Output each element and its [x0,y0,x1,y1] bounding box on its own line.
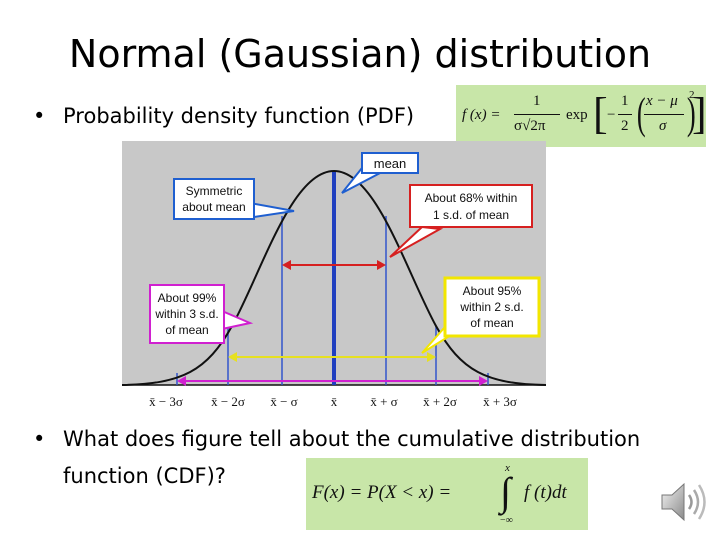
bullet-pdf: • Probability density function (PDF) [33,104,414,128]
callout-68-percent: About 68% within 1 s.d. of mean [389,184,533,258]
cdf-integrand: f (t)dt [524,482,567,503]
bullet-dot: • [33,104,46,128]
tick-label-plus-1sd: x̄ + σ [370,394,397,409]
bullet-cdf-line1: What does figure tell about the cumulati… [63,427,641,451]
pdf-bracket-left: [ [593,89,608,138]
cdf-lower-limit: −∞ [500,515,513,526]
callout-68-line2: 1 s.d. of mean [433,208,509,222]
tick-label-minus-1sd: x̄ − σ [270,394,297,409]
tick-label-minus-2sd: x̄ − 2σ [211,394,245,409]
pdf-inner-fraction-bar [618,114,632,115]
pdf-paren-left: ( [636,89,646,138]
cdf-upper-limit: x [505,462,510,474]
callout-95-line3: of mean [470,316,513,330]
callout-99-line2: within 3 s.d. [154,307,218,321]
normal-distribution-figure: mean Symmetric about mean About 68% with… [122,141,546,409]
pdf-numerator: 1 [533,93,541,109]
callout-99-line1: About 99% [158,291,217,305]
slide-title: Normal (Gaussian) distribution [68,32,652,76]
callout-95-line1: About 95% [463,284,522,298]
pdf-denominator: σ√2π [514,118,546,134]
callout-95-percent: About 95% within 2 s.d. of mean [421,276,541,354]
tick-label-minus-3sd: x̄ − 3σ [149,394,183,409]
callout-symmetric-line2: about mean [182,200,245,214]
bullet-dot: • [33,427,46,451]
pdf-frac-bar [644,114,684,115]
callout-95-line2: within 2 s.d. [459,300,523,314]
pdf-frac-numerator: x − μ [646,93,678,109]
callout-mean-text: mean [374,156,407,171]
pdf-exp: exp [566,107,588,123]
bullet-cdf: • What does figure tell about the cumulat… [33,427,640,451]
pdf-paren-right: ) [686,89,696,138]
pdf-fraction-bar [514,114,560,115]
callout-mean: mean [341,152,419,194]
callout-99-percent: About 99% within 3 s.d. of mean [149,284,254,344]
callout-symmetric: Symmetric about mean [173,178,295,220]
pdf-bracket-right: ] [692,89,707,138]
callout-symmetric-line1: Symmetric [186,184,243,198]
pdf-formula-box: f (x) = 1 σ√2π exp [ − 1 2 ( x − μ σ ) 2… [456,85,707,147]
cdf-lhs: F(x) = P(X < x) = [312,482,452,503]
arrow-99-percent [177,376,488,386]
pdf-inner-denominator: 2 [621,118,629,134]
callout-68-line1: About 68% within [425,191,518,205]
speaker-icon[interactable] [656,478,710,526]
pdf-power: 2 [689,89,695,101]
arrow-95-percent [228,352,436,362]
bullet-cdf-line2: function (CDF)? [63,464,226,488]
pdf-inner-numerator: 1 [621,93,629,109]
bullet-pdf-text: Probability density function (PDF) [63,104,415,128]
integral-sign: ∫ [500,469,511,514]
tick-label-plus-3sd: x̄ + 3σ [483,394,517,409]
tick-label-mean: x̄ [331,394,338,409]
pdf-frac-denominator: σ [659,118,667,134]
cdf-formula-box: F(x) = P(X < x) = x ∫ −∞ f (t)dt [306,458,588,530]
pdf-minus: − [607,107,616,123]
arrow-68-percent [282,260,386,270]
pdf-lhs: f (x) = [462,107,501,123]
callout-99-line3: of mean [165,323,208,337]
tick-label-plus-2sd: x̄ + 2σ [423,394,457,409]
bell-curve [122,169,546,386]
